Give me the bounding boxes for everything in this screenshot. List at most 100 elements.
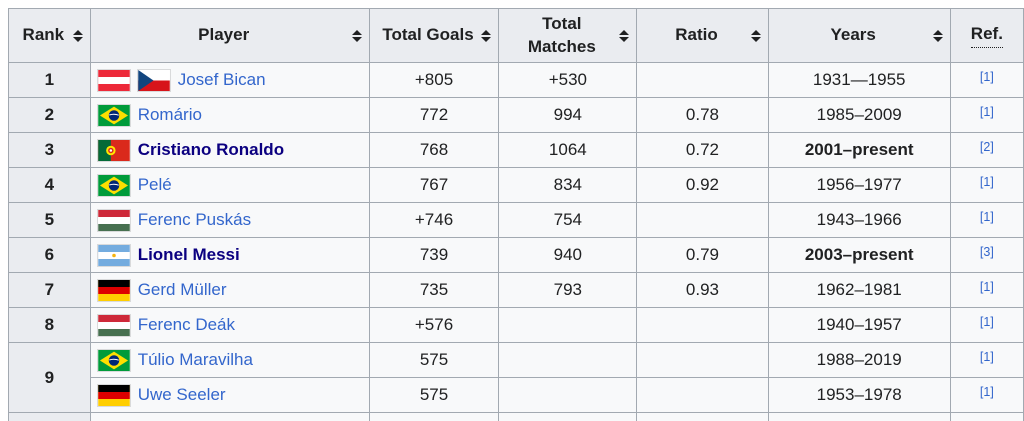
rank-cell: 9 [8,342,91,413]
rank-cell: 7 [8,272,91,308]
ratio-cell [636,202,769,238]
ref-cell: [1] [949,97,1024,133]
player-link[interactable]: Uwe Seeler [137,385,226,404]
ref-cell: [2] [949,132,1024,168]
total-goals-cell: +805 [368,62,500,98]
table-row: 9 Túlio Maravilha 575 1988–2019 [1] [8,342,1024,413]
table-body: 1 Josef Bican +805 +530 1931—1955 [1] 2 Romário… [8,62,1024,421]
ref-cell: [3] [949,237,1024,273]
column-header-ref: Ref. [949,8,1024,63]
rank-cell: 2 [8,97,91,133]
ratio-cell: 0.72 [636,132,769,168]
ref-cell: [1] [949,167,1024,203]
rank-cell: 6 [8,237,91,273]
total-goals-cell: 575 [368,377,500,413]
table-row: 6 Lionel Messi 739 940 0.79 2003–present [3] [8,237,1024,273]
table-row: 5 Ferenc Puskás +746 754 1943–1966 [1] [8,202,1024,238]
total-matches-cell: +530 [498,62,638,98]
table-row: 1 Josef Bican +805 +530 1931—1955 [1] [8,62,1024,98]
brazil-flag-icon [97,349,130,371]
player-cell: Josef Bican [89,62,370,98]
player-link[interactable]: Pelé [137,175,172,194]
column-header-player[interactable]: Player [89,8,370,63]
hungary-flag-icon [97,314,130,336]
years-cell: 1943–1966 [767,202,951,238]
player-cell: Uwe Seeler [89,377,370,413]
player-cell: Gerd Müller [89,272,370,308]
sort-icon[interactable] [932,29,943,42]
empty-cell [498,412,638,421]
total-matches-cell [498,307,638,343]
portugal-flag-icon [97,139,130,161]
ref-link[interactable]: [1] [979,105,994,119]
total-goals-cell: +576 [368,307,500,343]
table-row: 8 Ferenc Deák +576 1940–1957 [1] [8,307,1024,343]
hungary-flag-icon [97,209,130,231]
empty-cell [767,412,951,421]
ref-link[interactable]: [3] [979,245,994,259]
total-matches-cell: 834 [498,167,638,203]
germany-flag-icon [97,384,130,406]
player-cell: Pelé [89,167,370,203]
total-goals-cell: +746 [368,202,500,238]
ref-link[interactable]: [1] [979,70,994,84]
total-matches-cell: 793 [498,272,638,308]
column-header-ratio[interactable]: Ratio [636,8,769,63]
rank-cell: 5 [8,202,91,238]
ref-cell: [1] [949,62,1024,98]
column-header-total-matches[interactable]: Total Matches [498,8,638,63]
ratio-cell [636,342,769,378]
total-matches-cell: 940 [498,237,638,273]
player-link[interactable]: Romário [137,105,202,124]
total-goals-cell: 767 [368,167,500,203]
table-row: 3 Cristiano Ronaldo 768 1064 0.72 2001–presen… [8,132,1024,168]
table-row: Uwe Seeler 575 1953–1978 [1] [9,377,1024,413]
player-link[interactable]: Lionel Messi [137,245,240,264]
sort-icon[interactable] [750,29,761,42]
ref-link[interactable]: [2] [979,140,994,154]
empty-cell [89,412,370,421]
sort-icon[interactable] [619,29,630,42]
total-goals-cell: 739 [368,237,500,273]
years-cell: 2001–present [767,132,951,168]
ref-link[interactable]: [1] [979,210,994,224]
brazil-flag-icon [97,104,130,126]
column-header-years[interactable]: Years [767,8,951,63]
column-header-total-goals[interactable]: Total Goals [368,8,500,63]
empty-cell [949,412,1024,421]
germany-flag-icon [97,279,130,301]
years-cell: 1953–1978 [767,377,951,413]
player-link[interactable]: Gerd Müller [137,280,227,299]
total-matches-cell: 994 [498,97,638,133]
years-cell: 2003–present [767,237,951,273]
ref-link[interactable]: [1] [979,315,994,329]
player-cell: Romário [89,97,370,133]
ref-cell: [1] [949,377,1024,413]
player-cell: Túlio Maravilha [89,342,370,378]
table-header: Rank Player Total Goals Total Matches Ra… [8,8,1024,63]
czech-republic-flag-icon [137,69,170,91]
player-link[interactable]: Cristiano Ronaldo [137,140,285,159]
player-link[interactable]: Ferenc Deák [137,315,236,334]
player-link[interactable]: Túlio Maravilha [137,350,253,369]
total-matches-cell [498,377,638,413]
sort-icon[interactable] [72,29,83,42]
column-header-rank[interactable]: Rank [8,8,91,63]
rank-cell: 3 [8,132,91,168]
ref-link[interactable]: [1] [979,385,994,399]
ref-link[interactable]: [1] [979,175,994,189]
years-cell: 1931—1955 [767,62,951,98]
brazil-flag-icon [97,174,130,196]
player-link[interactable]: Ferenc Puskás [137,210,252,229]
ref-link[interactable]: [1] [979,280,994,294]
player-cell: Ferenc Puskás [89,202,370,238]
sort-icon[interactable] [481,29,492,42]
total-goals-cell: 768 [368,132,500,168]
sort-icon[interactable] [351,29,362,42]
table-row: 4 Pelé 767 834 0.92 1956–1977 [1] [8,167,1024,203]
empty-cell [636,412,769,421]
ref-link[interactable]: [1] [979,350,994,364]
player-link[interactable]: Josef Bican [177,70,266,89]
ref-cell: [1] [949,202,1024,238]
ratio-cell: 0.78 [636,97,769,133]
